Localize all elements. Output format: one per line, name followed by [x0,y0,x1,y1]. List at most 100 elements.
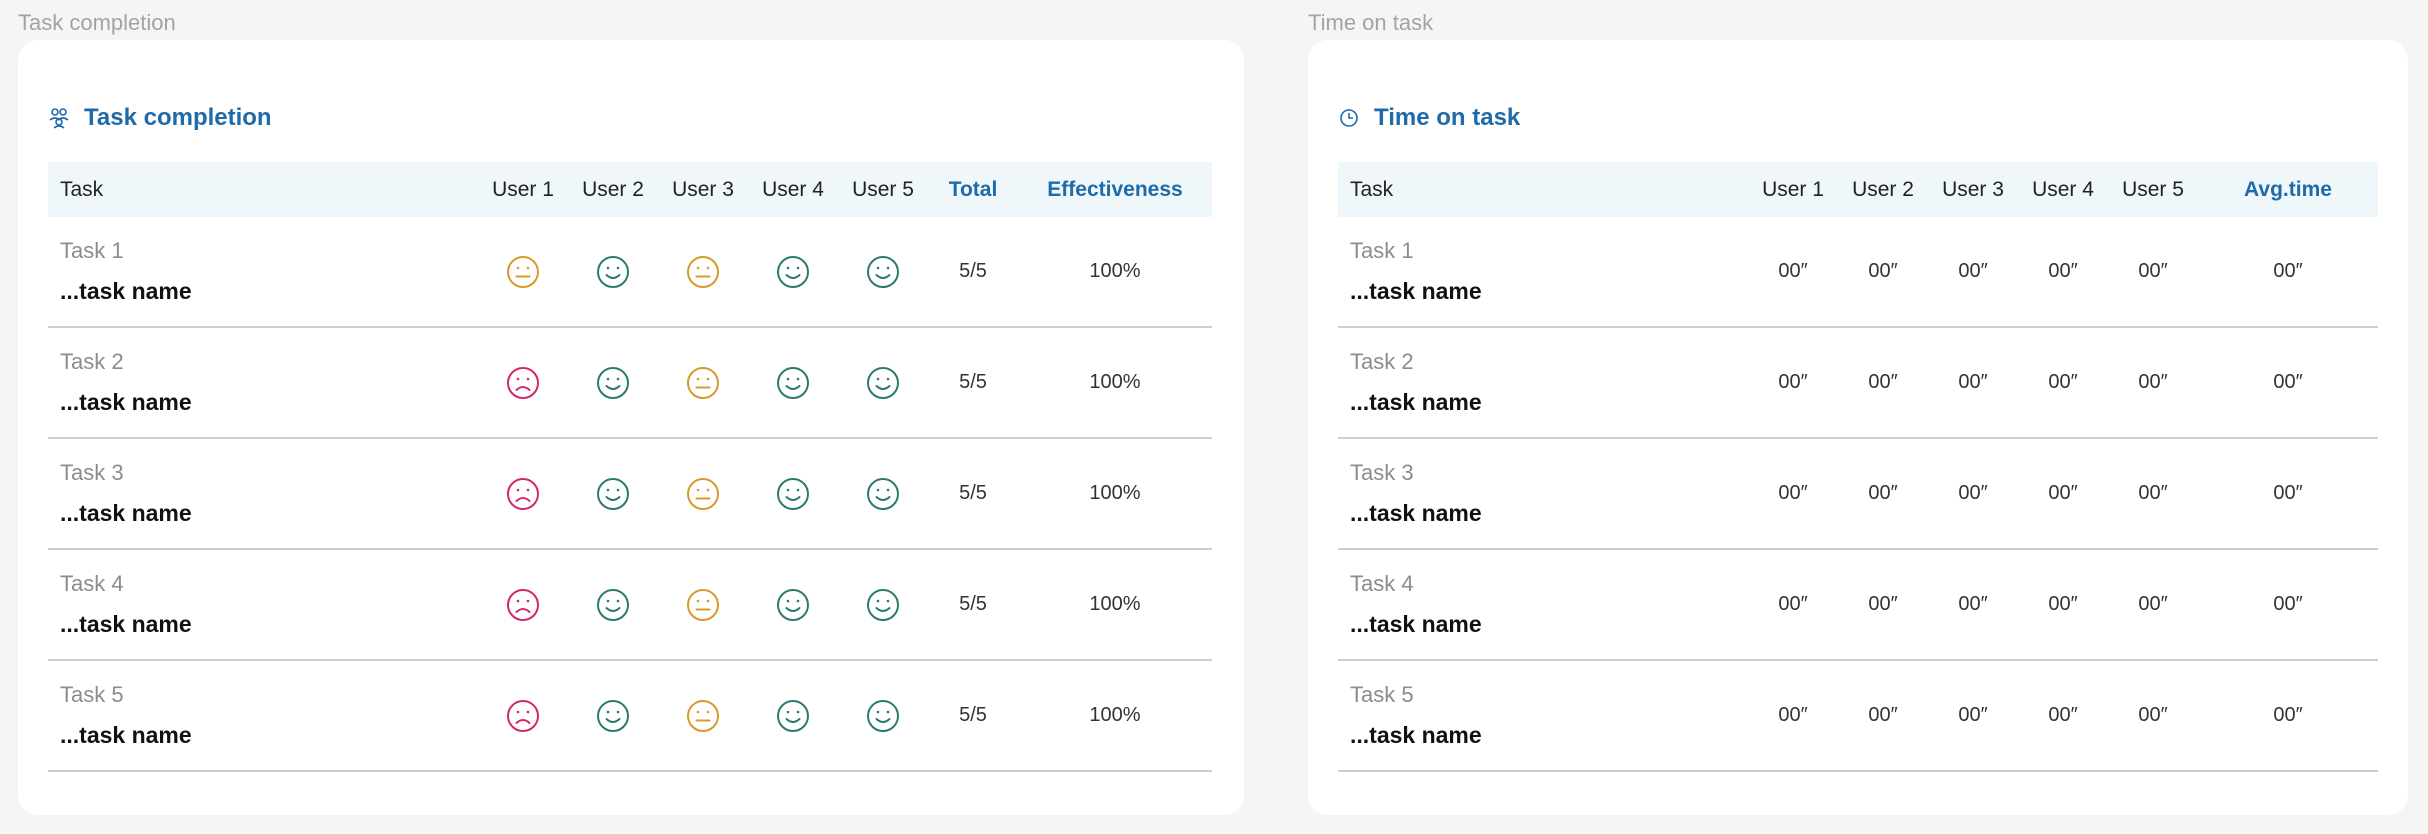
neutral-face-icon [686,366,720,400]
total-cell: 5/5 [928,327,1018,439]
user-3-result [658,438,748,550]
user-4-time: 00″ [2018,660,2108,772]
task-name: ...task name [60,722,192,748]
user-2-result [568,217,658,328]
sad-face-icon [506,699,540,733]
happy-face-icon [776,255,810,289]
table-row: Task 2 ...task name 00″ 00″ 00″ 00″ 00″ 00″ [1338,327,2378,439]
header-user-4: User 4 [2018,162,2108,217]
table-row: Task 1 ...task name 00″ 00″ 00″ 00″ 00″ 00″ [1338,217,2378,328]
task-number: Task 1 [60,238,124,263]
header-user-3: User 3 [658,162,748,217]
task-cell: Task 3 ...task name [48,438,478,550]
time-on-task-table: Task User 1 User 2 User 3 User 4 User 5 … [1338,162,2378,772]
happy-face-icon [776,477,810,511]
user-5-result [838,327,928,439]
time-on-task-title: Time on task [1338,104,1520,132]
effectiveness-cell: 100% [1018,327,1212,439]
user-2-time: 00″ [1838,438,1928,550]
effectiveness-cell: 100% [1018,660,1212,772]
total-cell: 5/5 [928,660,1018,772]
user-5-time: 00″ [2108,327,2198,439]
user-1-result [478,438,568,550]
task-cell: Task 2 ...task name [48,327,478,439]
clock-icon [1338,107,1360,129]
user-4-result [748,549,838,661]
header-task: Task [48,162,478,217]
table-row: Task 5 ...task name 5/5 100% [48,660,1212,772]
happy-face-icon [596,255,630,289]
task-name: ...task name [1350,500,1482,526]
user-5-time: 00″ [2108,549,2198,661]
sad-face-icon [506,366,540,400]
task-name: ...task name [1350,278,1482,304]
total-cell: 5/5 [928,549,1018,661]
total-cell: 5/5 [928,438,1018,550]
neutral-face-icon [686,588,720,622]
user-3-result [658,217,748,328]
user-3-result [658,660,748,772]
table-row: Task 4 ...task name 5/5 100% [48,549,1212,661]
user-1-time: 00″ [1748,549,1838,661]
user-5-result [838,438,928,550]
task-name: ...task name [1350,722,1482,748]
effectiveness-cell: 100% [1018,217,1212,328]
task-completion-table: Task User 1 User 2 User 3 User 4 User 5 … [48,162,1212,772]
user-3-time: 00″ [1928,438,2018,550]
task-number: Task 3 [1350,460,1414,485]
user-4-time: 00″ [2018,549,2108,661]
task-name: ...task name [60,278,192,304]
happy-face-icon [866,477,900,511]
user-1-time: 00″ [1748,327,1838,439]
avg-time-cell: 00″ [2198,438,2378,550]
user-1-result [478,660,568,772]
happy-face-icon [866,255,900,289]
avg-time-cell: 00″ [2198,217,2378,328]
happy-face-icon [776,588,810,622]
users-icon [48,107,70,129]
happy-face-icon [596,699,630,733]
header-total: Total [928,162,1018,217]
task-name: ...task name [60,389,192,415]
neutral-face-icon [686,255,720,289]
user-2-result [568,660,658,772]
task-cell: Task 3 ...task name [1338,438,1748,550]
happy-face-icon [596,366,630,400]
avg-time-cell: 00″ [2198,327,2378,439]
task-number: Task 5 [1350,682,1414,707]
sad-face-icon [506,477,540,511]
happy-face-icon [866,699,900,733]
user-4-result [748,217,838,328]
user-2-time: 00″ [1838,549,1928,661]
task-cell: Task 5 ...task name [48,660,478,772]
happy-face-icon [596,477,630,511]
task-number: Task 5 [60,682,124,707]
task-name: ...task name [1350,389,1482,415]
user-1-result [478,327,568,439]
user-3-result [658,549,748,661]
avg-time-cell: 00″ [2198,660,2378,772]
task-number: Task 2 [60,349,124,374]
user-3-result [658,327,748,439]
table-row: Task 1 ...task name 5/5 100% [48,217,1212,328]
table-row: Task 4 ...task name 00″ 00″ 00″ 00″ 00″ 00″ [1338,549,2378,661]
header-user-2: User 2 [1838,162,1928,217]
time-on-task-title-text: Time on task [1374,104,1521,131]
task-completion-title: Task completion [48,104,272,132]
header-user-5: User 5 [2108,162,2198,217]
header-user-2: User 2 [568,162,658,217]
sad-face-icon [506,588,540,622]
task-name: ...task name [60,611,192,637]
user-1-result [478,217,568,328]
neutral-face-icon [686,477,720,511]
task-cell: Task 2 ...task name [1338,327,1748,439]
header-user-5: User 5 [838,162,928,217]
user-2-result [568,327,658,439]
header-user-4: User 4 [748,162,838,217]
task-cell: Task 1 ...task name [48,217,478,328]
user-5-time: 00″ [2108,217,2198,328]
user-1-result [478,549,568,661]
task-name: ...task name [60,500,192,526]
task-number: Task 3 [60,460,124,485]
user-3-time: 00″ [1928,549,2018,661]
